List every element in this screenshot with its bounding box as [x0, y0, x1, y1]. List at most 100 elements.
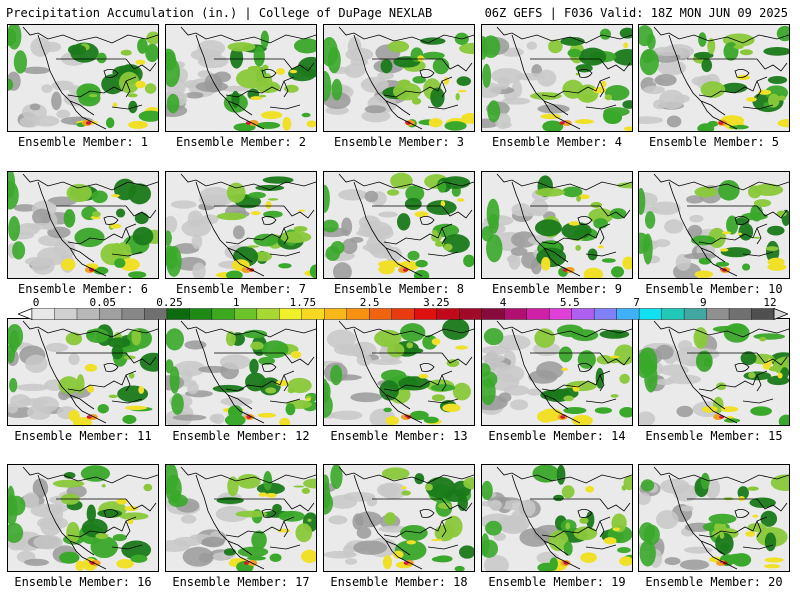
colorbar-segment	[99, 308, 123, 320]
colorbar-tick-label: 4	[499, 296, 507, 309]
colorbar-segment	[503, 308, 528, 320]
colorbar-segment	[661, 308, 685, 320]
colorbar-strip	[18, 308, 788, 320]
ensemble-member-label: Ensemble Member: 1	[17, 135, 149, 149]
ensemble-member-label: Ensemble Member: 20	[645, 575, 783, 589]
precip-map	[7, 464, 159, 572]
colorbar-segment	[234, 308, 258, 320]
ensemble-member-label: Ensemble Member: 11	[14, 429, 152, 443]
colorbar-segment	[31, 308, 55, 320]
ensemble-member-label: Ensemble Member: 8	[333, 282, 465, 296]
colorbar-tick-label: 0.05	[89, 296, 116, 309]
ensemble-panel: Ensemble Member: 12	[165, 318, 317, 443]
ensemble-panel: Ensemble Member: 11	[7, 318, 159, 443]
ensemble-member-label: Ensemble Member: 5	[648, 135, 780, 149]
colorbar-segment	[751, 308, 775, 320]
ensemble-member-label: Ensemble Member: 3	[333, 135, 465, 149]
ensemble-member-label: Ensemble Member: 2	[175, 135, 307, 149]
colorbar-segment	[324, 308, 348, 320]
ensemble-panel: Ensemble Member: 15	[638, 318, 790, 443]
colorbar-segment	[189, 308, 213, 320]
precip-map	[7, 24, 159, 132]
colorbar-segment	[211, 308, 235, 320]
ensemble-member-label: Ensemble Member: 7	[175, 282, 307, 296]
colorbar-segment	[256, 308, 280, 320]
precip-map	[7, 318, 159, 426]
ensemble-member-label: Ensemble Member: 4	[491, 135, 623, 149]
colorbar-segment	[301, 308, 325, 320]
colorbar-segment	[121, 308, 145, 320]
precip-map	[323, 464, 475, 572]
colorbar-segment	[144, 308, 168, 320]
colorbar-segment	[436, 308, 460, 320]
colorbar-tick-label: 2.5	[359, 296, 380, 309]
ensemble-member-label: Ensemble Member: 18	[330, 575, 468, 589]
ensemble-member-label: Ensemble Member: 9	[491, 282, 623, 296]
colorbar-max-arrow	[773, 308, 788, 320]
colorbar-segment	[593, 308, 618, 320]
colorbar-segment	[481, 308, 505, 320]
colorbar-segment	[459, 308, 483, 320]
ensemble-member-label: Ensemble Member: 10	[645, 282, 783, 296]
ensemble-member-label: Ensemble Member: 19	[488, 575, 626, 589]
colorbar-segment	[706, 308, 730, 320]
colorbar-segment	[369, 308, 393, 320]
ensemble-panel: Ensemble Member: 7	[165, 171, 317, 296]
ensemble-panel: Ensemble Member: 16	[7, 464, 159, 589]
ensemble-panel: Ensemble Member: 19	[481, 464, 633, 589]
colorbar-tick-label: 0.25	[156, 296, 183, 309]
ensemble-member-label: Ensemble Member: 13	[330, 429, 468, 443]
precip-map	[481, 318, 633, 426]
colorbar-tick-label: 12	[763, 296, 777, 309]
ensemble-panel: Ensemble Member: 17	[165, 464, 317, 589]
precip-map	[481, 171, 633, 279]
ensemble-panel: Ensemble Member: 9	[481, 171, 633, 296]
precip-map	[481, 24, 633, 132]
colorbar-segment	[571, 308, 595, 320]
ensemble-member-label: Ensemble Member: 17	[172, 575, 310, 589]
colorbar-segment	[683, 308, 708, 320]
colorbar-tick-label: 7	[633, 296, 640, 309]
chart-title: Precipitation Accumulation (in.) | Colle…	[6, 6, 433, 20]
colorbar-min-arrow	[18, 308, 33, 320]
colorbar-tick-label: 1	[232, 296, 240, 309]
ensemble-member-label: Ensemble Member: 12	[172, 429, 310, 443]
ensemble-member-label: Ensemble Member: 14	[488, 429, 626, 443]
ensemble-panel: Ensemble Member: 14	[481, 318, 633, 443]
colorbar-segment	[616, 308, 640, 320]
colorbar-segment	[728, 308, 753, 320]
ensemble-member-label: Ensemble Member: 16	[14, 575, 152, 589]
colorbar-segment	[54, 308, 78, 320]
colorbar-segment	[279, 308, 303, 320]
precip-map	[323, 171, 475, 279]
colorbar-segment	[638, 308, 663, 320]
ensemble-panel: Ensemble Member: 20	[638, 464, 790, 589]
precip-map	[638, 24, 790, 132]
colorbar-tick-label: 1.75	[289, 296, 317, 309]
colorbar-segment	[526, 308, 550, 320]
ensemble-panel: Ensemble Member: 3	[323, 24, 475, 149]
colorbar-segment	[548, 308, 573, 320]
ensemble-panel: Ensemble Member: 10	[638, 171, 790, 296]
colorbar-segment	[391, 308, 415, 320]
ensemble-member-label: Ensemble Member: 15	[645, 429, 783, 443]
colorbar-segment	[414, 308, 438, 320]
precip-map	[638, 171, 790, 279]
precipitation-colorbar: 0 0.05 0.25 1 1.75 2.5 3.25 4 5.5 7 9 12	[18, 296, 788, 320]
ensemble-panel: Ensemble Member: 1	[7, 24, 159, 149]
ensemble-panel: Ensemble Member: 13	[323, 318, 475, 443]
precip-map	[165, 318, 317, 426]
colorbar-tick-label: 9	[699, 296, 707, 309]
precip-map	[481, 464, 633, 572]
precip-map	[165, 464, 317, 572]
model-run-valid-time: 06Z GEFS | F036 Valid: 18Z MON JUN 09 20…	[484, 6, 788, 20]
precip-map	[638, 318, 790, 426]
ensemble-member-label: Ensemble Member: 6	[17, 282, 149, 296]
ensemble-panel: Ensemble Member: 4	[481, 24, 633, 149]
ensemble-panel: Ensemble Member: 18	[323, 464, 475, 589]
colorbar-segment	[76, 308, 100, 320]
precip-map	[323, 318, 475, 426]
precip-map	[7, 171, 159, 279]
precip-map	[323, 24, 475, 132]
colorbar-tick-label: 5.5	[559, 296, 580, 309]
